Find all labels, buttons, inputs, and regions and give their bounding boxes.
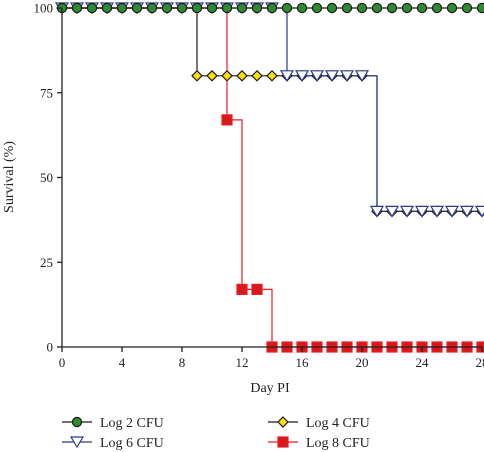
log-6-cfu-point — [369, 205, 385, 218]
log-6-cfu-point — [339, 70, 355, 82]
y-tick-label: 25 — [40, 255, 53, 270]
log-2-cfu-point — [446, 2, 458, 14]
log-4-cfu-point — [206, 69, 218, 82]
legend-item-log-4-cfu: Log 4 CFU — [268, 416, 370, 431]
log-2-cfu-point — [326, 2, 338, 14]
log-2-cfu-point — [431, 2, 443, 14]
log-6-cfu-markers — [54, 2, 484, 218]
legend-item-log-8-cfu: Log 8 CFU — [268, 436, 370, 451]
log-2-cfu-point — [281, 2, 293, 14]
x-tick-label: 24 — [416, 355, 430, 370]
log-2-cfu-point — [251, 2, 263, 14]
log-2-cfu-point — [476, 2, 484, 14]
y-tick-label: 75 — [40, 85, 53, 100]
legend-item-log-6-cfu: Log 6 CFU — [62, 436, 164, 451]
log-8-cfu-point — [221, 114, 233, 126]
log-6-cfu-point — [444, 205, 460, 218]
log-2-cfu-point — [311, 2, 323, 14]
log-2-cfu-markers — [56, 2, 484, 14]
x-tick-label: 0 — [59, 355, 66, 370]
log-4-cfu-point — [266, 69, 278, 82]
log-6-cfu-point — [294, 70, 310, 82]
log-4-cfu-point — [221, 69, 233, 82]
x-tick-label: 4 — [119, 355, 126, 370]
log-2-cfu-point — [266, 2, 278, 14]
log-2-cfu-point — [386, 2, 398, 14]
log-6-cfu-point — [414, 205, 430, 218]
log-6-cfu-point — [354, 70, 370, 82]
x-tick-label: 20 — [356, 355, 369, 370]
log-2-cfu-point — [356, 2, 368, 14]
log-2-cfu-point — [206, 2, 218, 14]
log-8-cfu-markers — [221, 114, 484, 353]
log-6-cfu-point — [399, 205, 415, 218]
log-2-cfu-point — [176, 2, 188, 14]
log-2-cfu-point — [116, 2, 128, 14]
series-markers — [54, 2, 484, 353]
log-6-cfu-point — [384, 205, 400, 218]
legend: Log 2 CFU Log 6 CFU Log 4 CFU Log 8 CFU — [62, 416, 370, 451]
y-tick-label: 0 — [47, 340, 54, 355]
log-4-cfu-point — [251, 69, 263, 82]
series-lines — [62, 7, 482, 348]
log-4-cfu-point — [236, 69, 248, 82]
log-4-cfu-point — [191, 69, 203, 82]
log-2-cfu-point — [161, 2, 173, 14]
log-2-cfu-point — [191, 2, 203, 14]
y-tick-label: 100 — [34, 1, 54, 16]
legend-marker — [69, 436, 85, 449]
log-2-cfu-point — [221, 2, 233, 14]
log-2-cfu-point — [131, 2, 143, 14]
log-2-cfu-point — [236, 2, 248, 14]
y-tick-label: 50 — [40, 170, 53, 185]
x-tick-label: 28 — [476, 355, 484, 370]
x-axis-title: Day PI — [250, 381, 290, 396]
log-2-cfu-point — [401, 2, 413, 14]
log-2-cfu-point — [146, 2, 158, 14]
y-axis-title: Survival (%) — [2, 141, 17, 213]
log-8-cfu-line — [62, 7, 482, 348]
axes: 0 4 8 12 16 20 24 28 0 25 50 75 100 — [34, 1, 484, 371]
log-2-cfu-point — [416, 2, 428, 14]
legend-marker — [71, 416, 83, 428]
x-axis-ticks: 0 4 8 12 16 20 24 28 — [59, 347, 484, 370]
legend-label: Log 8 CFU — [306, 436, 370, 451]
x-tick-label: 12 — [236, 355, 249, 370]
log-6-cfu-point — [429, 205, 445, 218]
log-6-cfu-point — [459, 205, 475, 218]
log-4-cfu-markers — [56, 2, 484, 218]
log-8-cfu-point — [251, 283, 263, 295]
log-6-cfu-point — [279, 70, 295, 82]
log-2-cfu-point — [461, 2, 473, 14]
x-tick-label: 16 — [296, 355, 310, 370]
log-2-cfu-point — [101, 2, 113, 14]
log-2-cfu-point — [86, 2, 98, 14]
legend-label: Log 6 CFU — [100, 436, 164, 451]
log-2-cfu-point — [71, 2, 83, 14]
log-6-cfu-point — [309, 70, 325, 82]
x-tick-label: 8 — [179, 355, 186, 370]
log-6-cfu-line — [62, 7, 482, 212]
legend-label: Log 2 CFU — [100, 416, 164, 431]
legend-label: Log 4 CFU — [306, 416, 370, 431]
log-6-cfu-point — [324, 70, 340, 82]
log-6-cfu-point — [474, 205, 484, 218]
log-2-cfu-point — [371, 2, 383, 14]
legend-marker — [277, 436, 289, 448]
legend-item-log-2-cfu: Log 2 CFU — [62, 416, 164, 431]
log-2-cfu-point — [296, 2, 308, 14]
log-4-cfu-line — [62, 7, 482, 212]
log-2-cfu-point — [341, 2, 353, 14]
y-axis-ticks: 0 25 50 75 100 — [34, 1, 62, 355]
legend-marker — [277, 416, 289, 428]
log-8-cfu-point — [236, 283, 248, 295]
